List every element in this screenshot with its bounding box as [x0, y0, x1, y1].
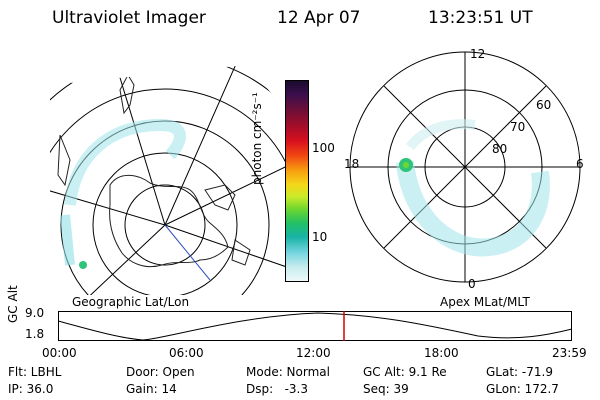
status-gain: Gain: 14	[126, 382, 177, 396]
orbit-ylabel: GC Alt	[6, 285, 20, 323]
colorbar-tick-10: 10	[312, 230, 328, 244]
geographic-map-label: Geographic Lat/Lon	[72, 295, 190, 309]
mlt-label-18: 18	[344, 157, 360, 171]
status-door: Door: Open	[126, 365, 195, 379]
time-label: 13:23:51 UT	[428, 8, 533, 28]
orbit-xtick-0600: 06:00	[169, 346, 204, 360]
colorbar-tick-100: 100	[312, 141, 335, 155]
date-label: 12 Apr 07	[277, 8, 361, 28]
orbit-panel	[57, 311, 573, 341]
status-gc-alt: GC Alt: 9.1 Re	[363, 365, 447, 379]
polar-map-label: Apex MLat/MLT	[440, 295, 530, 309]
status-filter: Flt: LBHL	[8, 365, 62, 379]
mlt-label-12: 12	[470, 47, 486, 61]
orbit-ytick-min: 1.8	[25, 327, 45, 341]
lat-label-70: 70	[510, 120, 526, 134]
orbit-xtick-0000: 00:00	[42, 346, 77, 360]
orbit-xtick-1800: 18:00	[424, 346, 459, 360]
status-seq: Seq: 39	[363, 382, 409, 396]
instrument-title: Ultraviolet Imager	[52, 8, 206, 28]
status-ip: IP: 36.0	[8, 382, 54, 396]
colorbar	[285, 80, 309, 282]
polar-map	[349, 51, 581, 283]
mlt-label-0: 0	[468, 277, 476, 291]
status-glon: GLon: 172.7	[486, 382, 559, 396]
status-dsp: Dsp: -3.3	[246, 382, 309, 396]
geographic-map	[50, 65, 300, 295]
lat-label-60: 60	[536, 98, 552, 112]
colorbar-unit-label: photon cm⁻²s⁻¹	[250, 92, 264, 185]
status-glat: GLat: -71.9	[486, 365, 553, 379]
status-mode: Mode: Normal	[246, 365, 330, 379]
mlt-label-6: 6	[576, 157, 584, 171]
lat-label-80: 80	[492, 142, 508, 156]
orbit-ytick-max: 9.0	[25, 306, 45, 320]
orbit-xtick-1200: 12:00	[296, 346, 331, 360]
orbit-xtick-2359: 23:59	[552, 346, 587, 360]
